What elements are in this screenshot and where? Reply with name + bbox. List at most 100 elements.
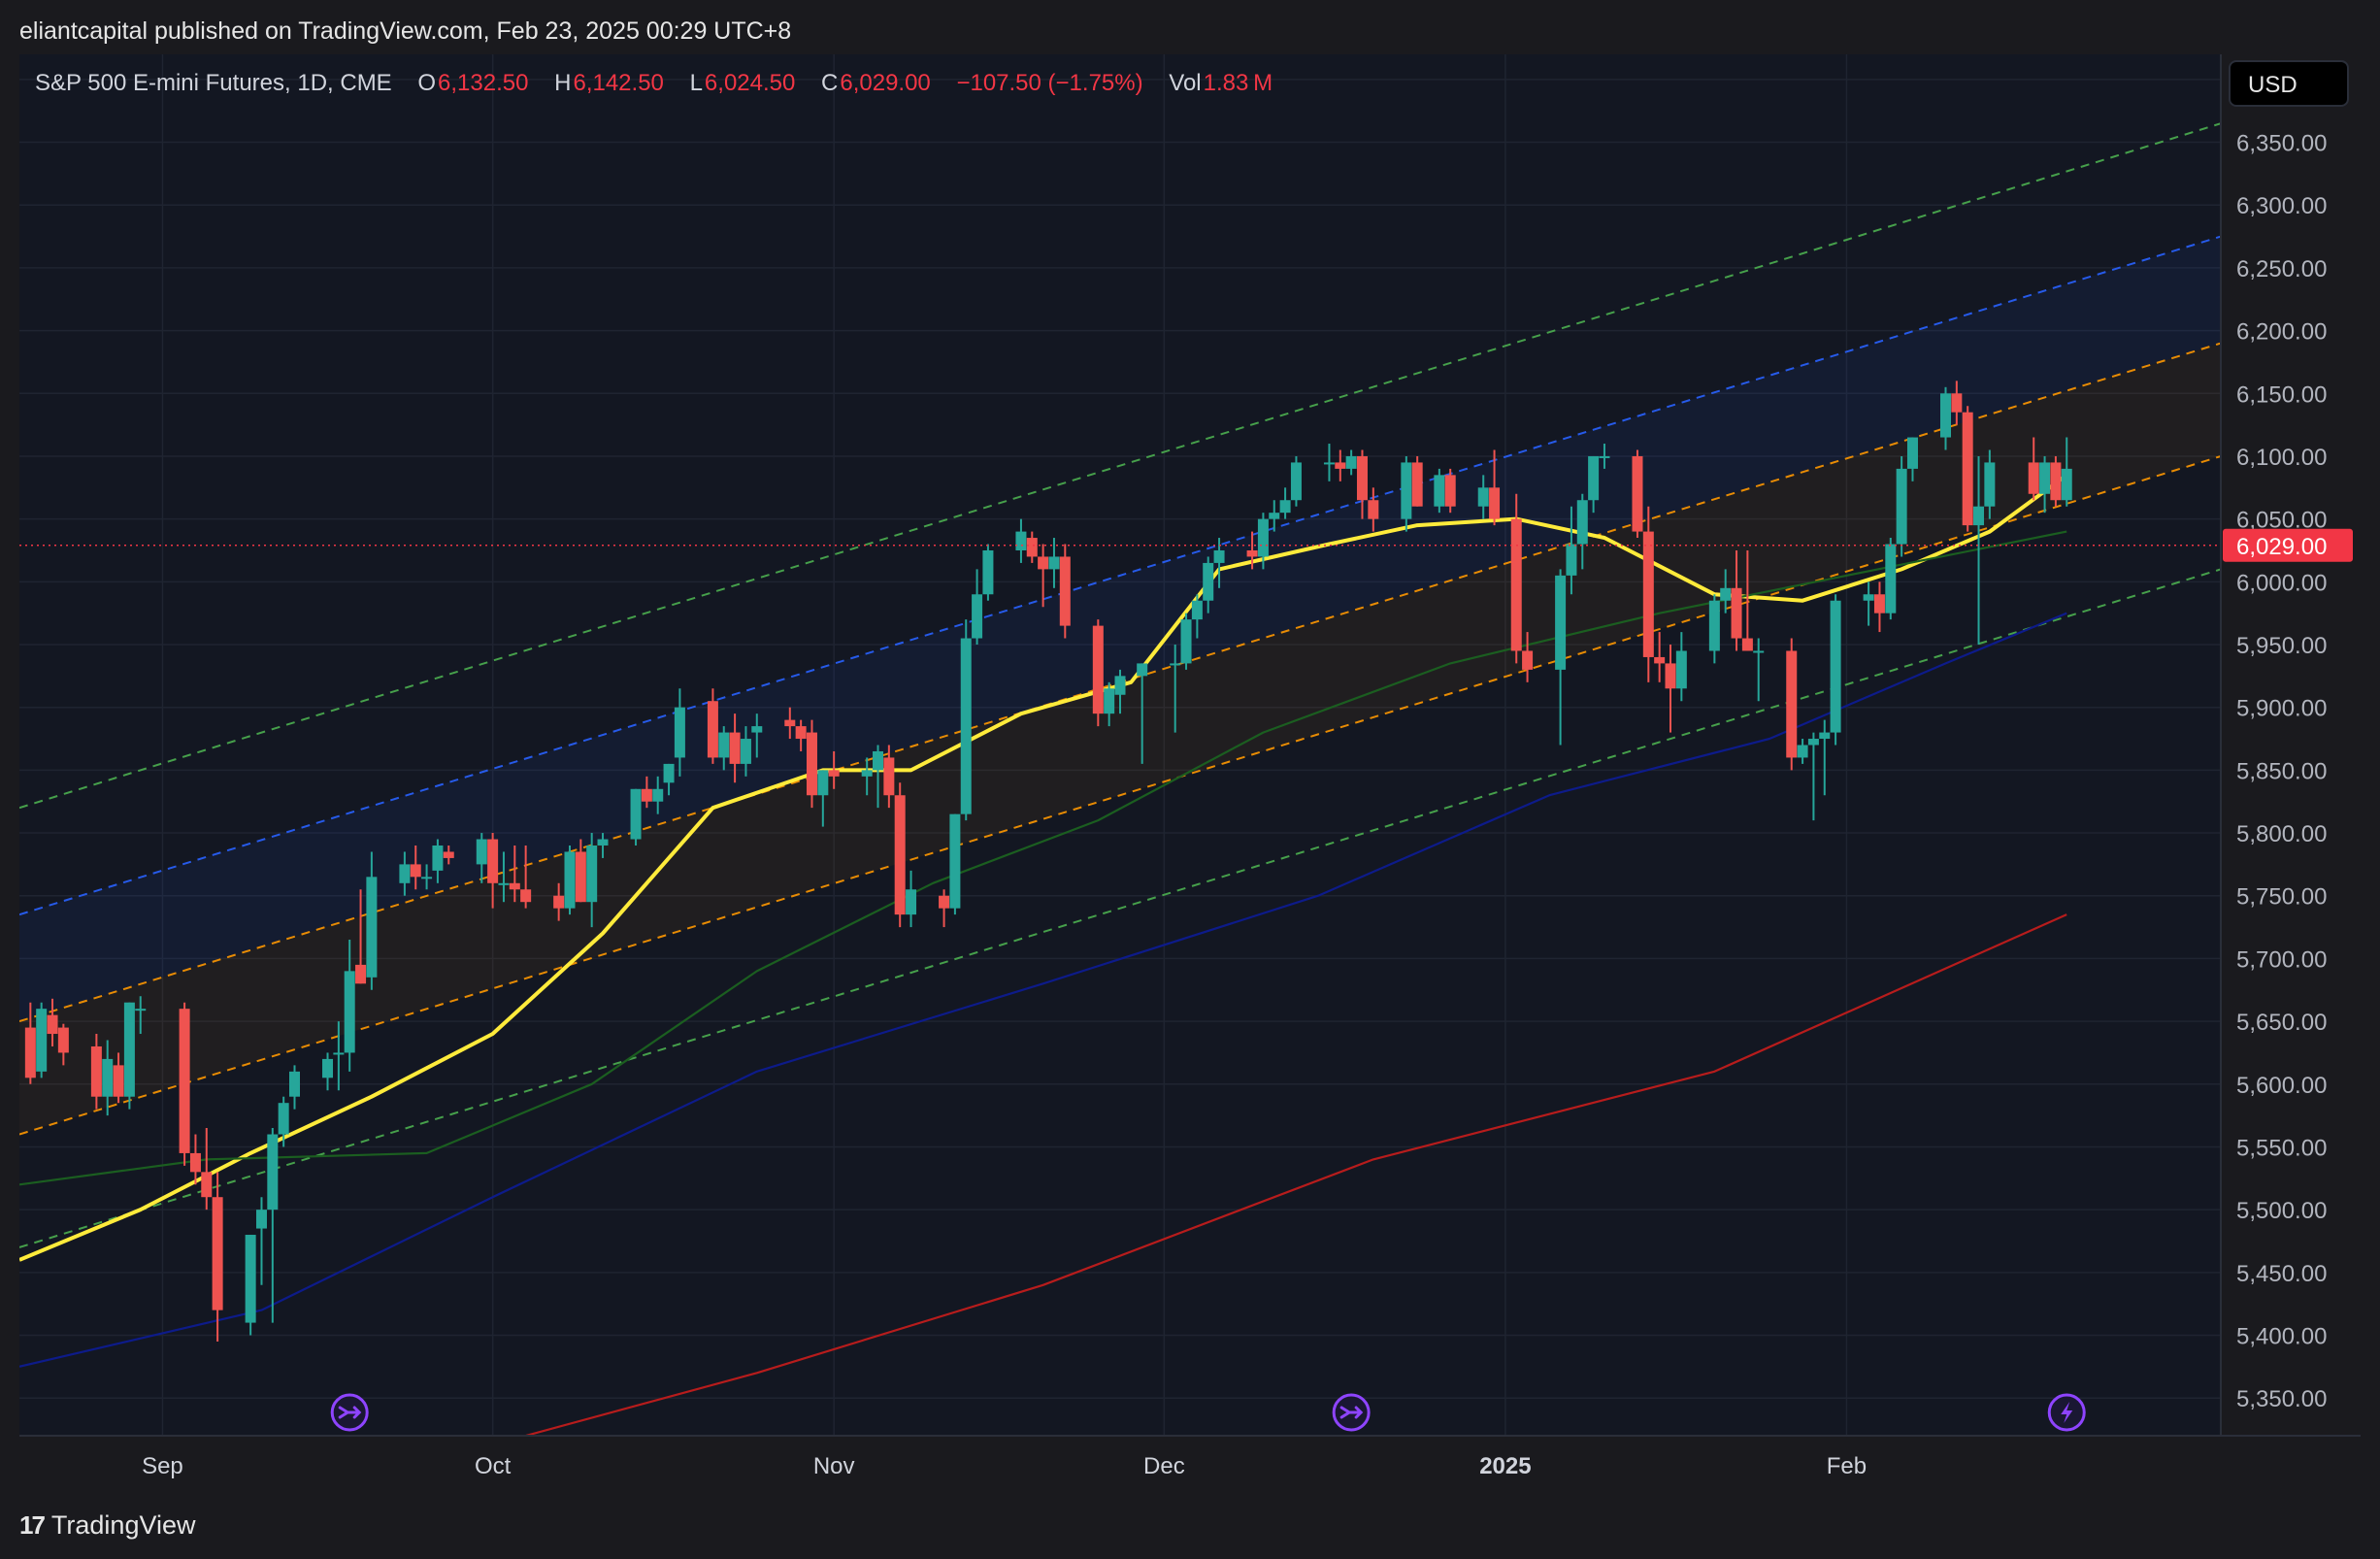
candle-body (212, 1197, 223, 1310)
price-tick-label: 5,350.00 (2236, 1386, 2327, 1412)
candle-body (1731, 587, 1742, 639)
candle-body (1599, 455, 1610, 458)
plot-layer (19, 122, 2221, 1436)
candle-body (652, 788, 664, 802)
candle-body (179, 1009, 190, 1153)
candle-body (586, 845, 598, 903)
price-tick-label: 5,600.00 (2236, 1073, 2327, 1099)
candle-body (1873, 594, 1885, 614)
candle-body (828, 770, 840, 777)
split-arrow-icon[interactable] (1332, 1393, 1371, 1432)
channel-line-outer-bottom (19, 568, 2221, 1248)
time-tick-label: Nov (813, 1453, 855, 1479)
candle-body (1191, 600, 1203, 620)
symbol-name[interactable]: S&P 500 E-mini Futures, 1D, CME (35, 70, 392, 96)
price-tick-label: 6,000.00 (2236, 570, 2327, 596)
price-tick-label: 5,750.00 (2236, 884, 2327, 911)
candle-body (355, 964, 367, 984)
candle-body (1269, 513, 1280, 519)
candle-body (1059, 556, 1071, 626)
candle-body (1588, 455, 1600, 501)
low-label: L (689, 70, 703, 96)
candle-body (113, 1065, 124, 1097)
footer: 17 TradingView (0, 1491, 2380, 1559)
candle-body (906, 889, 917, 915)
channel-line-outer-top (19, 122, 2221, 810)
price-tick-label: 5,450.00 (2236, 1261, 2327, 1287)
candle-body (817, 770, 829, 796)
candle-body (1973, 506, 1985, 526)
currency-button[interactable]: USD (2229, 60, 2349, 107)
candle-body (1642, 531, 1654, 657)
candle-body (1984, 462, 1996, 507)
candle-body (1048, 556, 1060, 570)
split-arrow-glyph (338, 1406, 362, 1419)
open-label: O (417, 70, 437, 96)
change-value: −107.50 (−1.75%) (956, 70, 1143, 96)
candle-body (289, 1071, 300, 1097)
price-tag-text: 6,029.00 (2236, 534, 2327, 560)
candle-body (597, 839, 609, 846)
price-tick-label: 5,500.00 (2236, 1198, 2327, 1224)
candle-body (1323, 462, 1335, 465)
price-tick-label: 5,400.00 (2236, 1324, 2327, 1350)
candle-body (939, 895, 950, 909)
price-tick-label: 5,950.00 (2236, 633, 2327, 659)
close-value: 6,029.00 (840, 70, 931, 96)
candle-body (784, 719, 796, 727)
candle-body (344, 971, 355, 1053)
price-tick-label: 5,800.00 (2236, 821, 2327, 847)
moving-average-line (19, 612, 2067, 1368)
time-tick-label: Sep (142, 1453, 183, 1479)
candle-body (333, 1052, 345, 1055)
candle-body (674, 707, 685, 758)
candle-body (36, 1009, 48, 1072)
time-tick-label: Oct (475, 1453, 512, 1479)
lightning-icon[interactable] (2047, 1393, 2086, 1432)
candle-body (806, 732, 817, 796)
candle-body (1555, 575, 1567, 670)
candle-body (1356, 455, 1368, 501)
candle-body (630, 788, 642, 840)
candle-body (1675, 650, 1687, 689)
candle-body (2028, 462, 2039, 494)
candle-body (1246, 549, 1258, 557)
candle-body (894, 795, 906, 915)
moving-average-line (19, 473, 2068, 1262)
candle-body (1401, 462, 1412, 519)
price-tag-background (2223, 528, 2353, 562)
publisher-text: eliantcapital published on TradingView.c… (19, 17, 792, 45)
candle-body (1807, 739, 1819, 746)
high-value: 6,142.50 (573, 70, 664, 96)
candle-body (740, 739, 751, 764)
candle-body (707, 701, 718, 758)
candle-body (498, 882, 510, 885)
publisher-header: eliantcapital published on TradingView.c… (0, 0, 2380, 54)
candle-body (201, 1172, 213, 1198)
split-arrow-icon[interactable] (330, 1393, 369, 1432)
open-value: 6,132.50 (438, 70, 529, 96)
candle-body (24, 1027, 36, 1078)
candle-body (1522, 650, 1534, 670)
candle-body (245, 1235, 256, 1323)
candle-body (487, 839, 499, 883)
price-tick-label: 5,900.00 (2236, 696, 2327, 722)
candle-body (1797, 745, 1808, 758)
lightning-glyph (2061, 1402, 2073, 1423)
candle-body (1335, 462, 1346, 469)
candle-body (421, 877, 433, 879)
high-label: H (554, 70, 572, 96)
candle-body (1411, 462, 1423, 507)
price-tick-label: 5,700.00 (2236, 946, 2327, 973)
candle-body (949, 813, 961, 909)
candle-body (751, 726, 763, 733)
candle-body (1863, 594, 1874, 601)
chart-area[interactable]: 5,350.00 5,400.00 5,450.00 5,500.00 5,550.00… (17, 54, 2361, 1491)
candle-body (1489, 487, 1501, 519)
price-tick-label: 6,250.00 (2236, 256, 2327, 282)
candle-body (1345, 455, 1357, 469)
candlestick-chart[interactable]: 5,350.00 5,400.00 5,450.00 5,500.00 5,550.00… (17, 54, 2361, 1491)
tradingview-logo[interactable]: 17 TradingView (19, 1510, 196, 1541)
candle-body (1665, 663, 1676, 689)
candle-body (90, 1045, 102, 1097)
